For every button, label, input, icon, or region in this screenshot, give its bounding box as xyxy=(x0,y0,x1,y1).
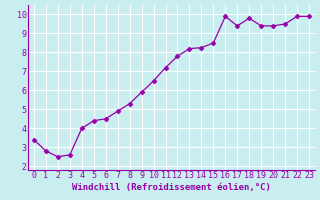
X-axis label: Windchill (Refroidissement éolien,°C): Windchill (Refroidissement éolien,°C) xyxy=(72,183,271,192)
